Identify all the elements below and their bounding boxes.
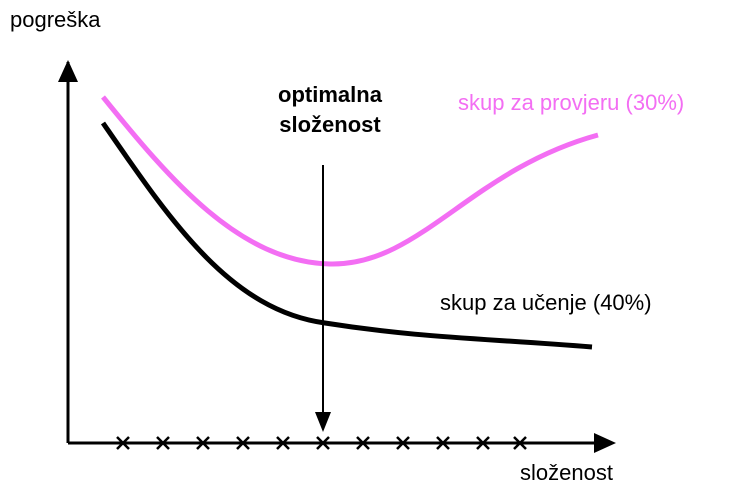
training-label: skup za učenje (40%) [440,290,652,315]
x-axis-label: složenost [520,460,613,485]
validation-curve [101,95,599,267]
validation-label: skup za provjeru (30%) [458,90,684,115]
training-curve [100,121,593,350]
y-axis-arrow [58,60,78,82]
x-axis-arrow [594,433,616,453]
optimal-arrow [315,412,331,432]
annotation-line: optimalna [278,82,383,107]
x-crosses [116,436,527,450]
annotation-line: složenost [279,112,381,137]
y-axis-label: pogreška [10,7,101,32]
